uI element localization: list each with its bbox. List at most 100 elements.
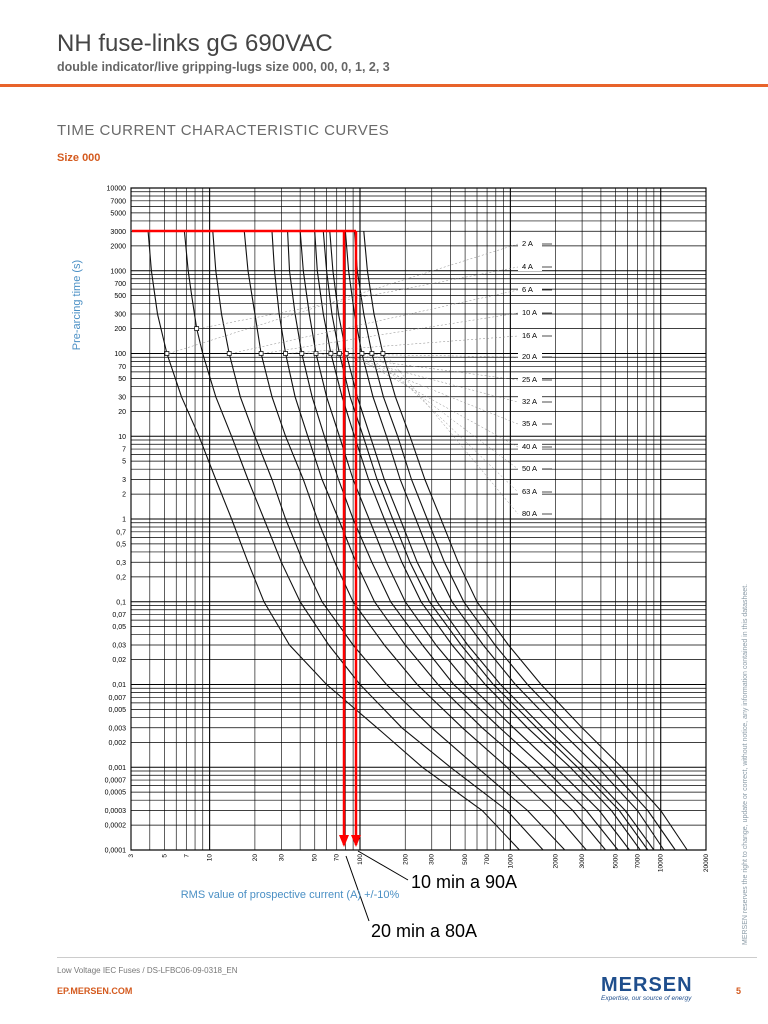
y-tick-label: 30 <box>118 394 126 401</box>
mersen-logo: MERSEN Expertise, our source of energy <box>601 974 715 1002</box>
y-tick-label: 10 <box>118 434 126 441</box>
section-title: TIME CURRENT CHARACTERISTIC CURVES <box>57 122 390 139</box>
y-tick-label: 0,07 <box>112 612 126 619</box>
legend-label: 35 A <box>522 419 537 428</box>
x-tick-label: 3 <box>128 854 135 858</box>
y-tick-label: 7 <box>122 447 126 454</box>
y-tick-label: 0,0001 <box>105 848 127 855</box>
x-tick-label: 2000 <box>553 854 560 869</box>
curve-marker <box>328 351 334 356</box>
y-tick-label: 0,05 <box>112 624 126 631</box>
y-tick-label: 0,2 <box>116 574 126 581</box>
curve-marker <box>283 351 288 356</box>
footer-document-ref: Low Voltage IEC Fuses / DS-LFBC06-09-031… <box>57 966 238 975</box>
annotation-pointer-90a <box>357 850 409 881</box>
y-tick-label: 0,0007 <box>105 778 127 785</box>
curve-marker <box>194 326 200 331</box>
curve-2a <box>147 231 520 851</box>
x-tick-label: 10000 <box>658 854 665 872</box>
y-tick-label: 0,5 <box>116 541 126 548</box>
y-tick-label: 5 <box>122 459 126 466</box>
footer-link[interactable]: EP.MERSEN.COM <box>57 986 133 996</box>
x-tick-label: 100 <box>357 854 364 865</box>
curve-25a <box>299 231 630 851</box>
x-tick-label: 1000 <box>507 854 514 869</box>
y-tick-label: 0,7 <box>116 529 126 536</box>
y-tick-label: 7000 <box>110 198 126 205</box>
y-tick-label: 1 <box>122 517 126 524</box>
curve-marker <box>258 351 264 356</box>
y-tick-label: 0,0003 <box>105 808 127 815</box>
header-divider <box>0 84 768 87</box>
y-tick-label: 0,0005 <box>105 790 127 797</box>
legend-label: 80 A <box>522 509 537 518</box>
annotation-arrowhead-80a <box>339 835 349 847</box>
legend-label-bg <box>518 351 542 361</box>
y-tick-label: 500 <box>114 293 126 300</box>
legend-label-bg <box>518 374 542 384</box>
y-tick-label: 0,01 <box>112 682 126 689</box>
legend-label-bg <box>518 330 542 340</box>
disclaimer-note: MERSEN reserves the right to change, upd… <box>742 583 749 945</box>
x-axis-label: RMS value of prospective current (A) +/-… <box>181 889 400 901</box>
curve-4a <box>183 231 544 851</box>
curve-63a <box>353 231 676 851</box>
y-tick-label: 2000 <box>110 243 126 250</box>
x-tick-label: 5 <box>161 854 168 858</box>
legend-label: 16 A <box>522 331 537 340</box>
annotation-pointer-80a <box>345 855 370 922</box>
legend-label: 25 A <box>522 375 537 384</box>
curve-80a <box>363 231 688 851</box>
legend-label: 10 A <box>522 308 537 317</box>
page-subtitle: double indicator/live gripping-lugs size… <box>57 60 390 74</box>
x-tick-label: 7 <box>183 854 190 858</box>
curve-16a <box>271 231 607 851</box>
y-tick-label: 10000 <box>107 186 127 193</box>
legend-leader <box>168 243 519 354</box>
size-label: Size 000 <box>57 152 101 164</box>
x-tick-label: 700 <box>484 854 491 865</box>
y-tick-label: 0,02 <box>112 657 126 664</box>
curve-6a <box>212 231 566 851</box>
legend-label-bg <box>518 463 542 473</box>
legend-label-bg <box>518 441 542 451</box>
x-tick-label: 200 <box>402 854 409 865</box>
legend-label-bg <box>518 508 542 518</box>
y-tick-label: 0,0002 <box>105 823 127 830</box>
legend-label: 50 A <box>522 464 537 473</box>
legend-label-bg <box>518 284 542 294</box>
legend-label-bg <box>518 486 542 496</box>
y-tick-label: 100 <box>114 351 126 358</box>
y-tick-label: 3000 <box>110 229 126 236</box>
x-tick-label: 50 <box>312 854 319 862</box>
annotation-10min: 10 min a 90A <box>411 872 517 892</box>
x-tick-label: 10 <box>207 854 214 862</box>
legend-leader <box>384 353 519 515</box>
y-tick-label: 0,007 <box>108 695 126 702</box>
x-tick-label: 7000 <box>634 854 641 869</box>
legend-label-bg <box>518 418 542 428</box>
curve-marker <box>369 351 375 356</box>
y-tick-label: 0,005 <box>108 707 126 714</box>
y-tick-label: 50 <box>118 376 126 383</box>
legend-label-bg <box>518 307 542 317</box>
curve-35a <box>322 231 649 851</box>
curve-50a <box>344 231 665 851</box>
footer-divider <box>57 957 757 958</box>
curve-marker <box>359 351 365 356</box>
y-tick-label: 300 <box>114 312 126 319</box>
legend-label: 20 A <box>522 352 537 361</box>
legend-label-bg <box>518 261 542 271</box>
y-tick-label: 0,03 <box>112 643 126 650</box>
legend-leader <box>317 353 519 381</box>
x-tick-label: 30 <box>278 854 285 862</box>
curve-40a <box>329 231 655 851</box>
x-tick-label: 5000 <box>612 854 619 869</box>
page-number: 5 <box>736 986 742 996</box>
curve-marker <box>164 351 170 356</box>
y-tick-label: 0,3 <box>116 560 126 567</box>
page-title: NH fuse-links gG 690VAC <box>57 30 333 57</box>
x-tick-label: 20 <box>252 854 259 862</box>
legend-label: 32 A <box>522 397 537 406</box>
